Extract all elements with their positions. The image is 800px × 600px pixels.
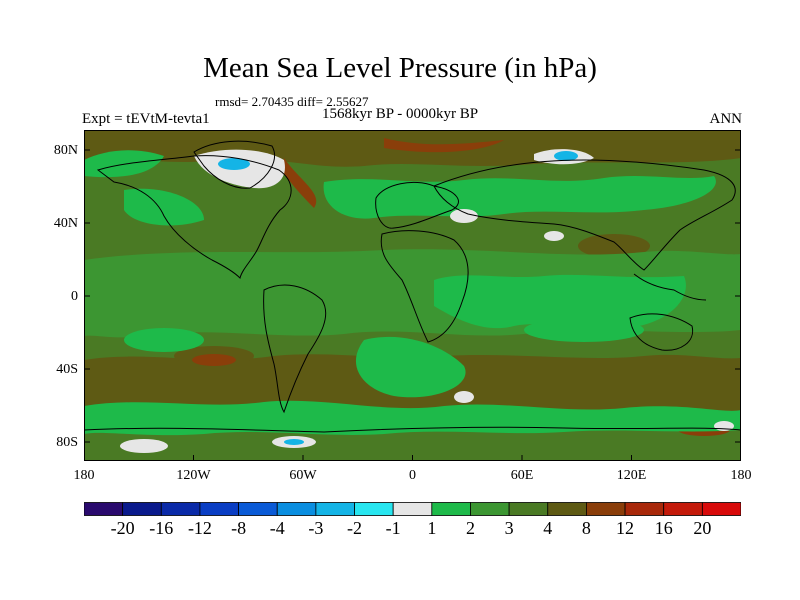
colorbar-swatch — [392, 502, 433, 516]
low-anomaly-regions — [84, 150, 741, 436]
colorbar-label: -8 — [231, 518, 247, 538]
colorbar-label: 2 — [465, 518, 475, 538]
colorbar-swatch — [315, 502, 355, 516]
colorbar-swatch — [84, 502, 124, 516]
experiment-label: Expt = tEVtM-tevta1 — [82, 111, 210, 127]
colorbar-swatch — [586, 502, 626, 516]
lon-label-180w: 180 — [73, 468, 95, 483]
pressure-map — [84, 130, 741, 461]
colorbar-swatch — [160, 502, 201, 516]
lat-label-80s: 80S — [56, 435, 78, 450]
colorbar-label: -3 — [308, 518, 324, 538]
colorbar-swatch — [508, 502, 549, 516]
colorbar-swatch — [354, 502, 394, 516]
colorbar — [84, 502, 741, 516]
colorbar-label: 3 — [504, 518, 514, 538]
colorbar-swatch — [624, 502, 665, 516]
season-label: ANN — [709, 111, 743, 127]
colorbar-label: 20 — [693, 518, 712, 538]
colorbar-swatch — [431, 502, 471, 516]
lon-label-60w: 60W — [289, 468, 317, 483]
lon-label-0: 0 — [409, 468, 416, 483]
lat-label-40s: 40S — [56, 362, 78, 377]
colorbar-swatch — [276, 502, 317, 516]
map-frame — [84, 130, 741, 461]
colorbar-swatch — [470, 502, 510, 516]
colorbar-label: 4 — [543, 518, 553, 538]
colorbar-label: -1 — [385, 518, 401, 538]
lat-label-40n: 40N — [53, 216, 78, 231]
colorbar-label: -2 — [347, 518, 363, 538]
lat-label-0: 0 — [71, 289, 78, 304]
colorbar-swatch — [199, 502, 239, 516]
colorbar-label: -4 — [269, 518, 285, 538]
negative-anomaly-regions — [218, 151, 578, 445]
colorbar-swatch — [122, 502, 162, 516]
period-label: 1568kyr BP - 0000kyr BP — [322, 106, 479, 122]
lon-label-60e: 60E — [510, 468, 534, 483]
colorbar-label: -16 — [149, 518, 174, 538]
rmsd-diff-stats: rmsd= 2.70435 diff= 2.55627 — [215, 94, 369, 109]
colorbar-swatch — [547, 502, 587, 516]
colorbar-swatch — [238, 502, 278, 516]
colorbar-label: -20 — [110, 518, 135, 538]
lat-label-80n: 80N — [53, 143, 78, 158]
colorbar-label: -12 — [187, 518, 212, 538]
colorbar-label: 12 — [616, 518, 635, 538]
colorbar-label: 8 — [581, 518, 591, 538]
coastlines — [84, 140, 741, 433]
colorbar-swatch — [701, 502, 741, 516]
colorbar-label: 1 — [427, 518, 437, 538]
lon-label-180e: 180 — [730, 468, 752, 483]
map-title: Mean Sea Level Pressure (in hPa) — [203, 52, 597, 84]
colorbar-label: 16 — [654, 518, 673, 538]
lon-label-120w: 120W — [176, 468, 211, 483]
lon-label-120e: 120E — [616, 468, 647, 483]
colorbar-swatch — [663, 502, 703, 516]
